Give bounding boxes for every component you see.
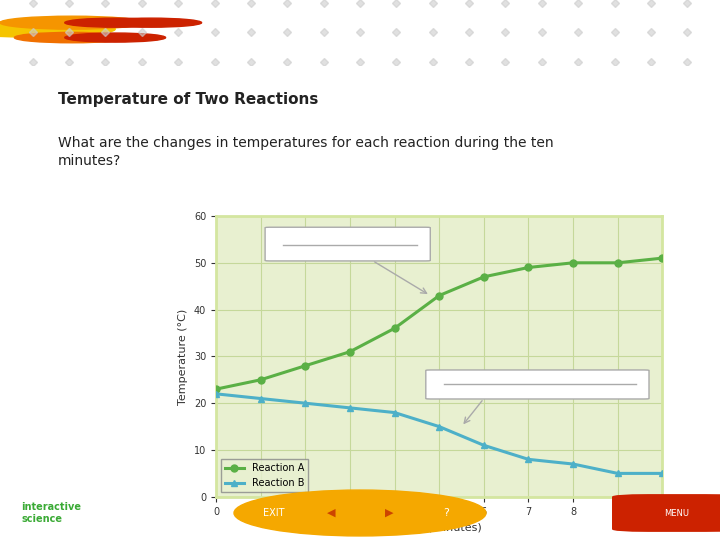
- Text: ?: ?: [444, 508, 449, 518]
- Reaction A: [569, 260, 577, 266]
- Reaction B: [524, 456, 533, 463]
- Circle shape: [65, 18, 166, 27]
- Reaction A: [212, 386, 220, 393]
- Reaction B: [256, 395, 265, 402]
- Reaction A: [346, 348, 354, 355]
- Text: ◀: ◀: [327, 508, 336, 518]
- Text: interactive
science: interactive science: [22, 502, 81, 524]
- Reaction A: [301, 362, 310, 369]
- Reaction B: [212, 390, 220, 397]
- Reaction B: [613, 470, 622, 477]
- Reaction A: [256, 376, 265, 383]
- Circle shape: [14, 32, 130, 43]
- FancyBboxPatch shape: [612, 494, 720, 532]
- Line: Reaction B: Reaction B: [212, 390, 666, 477]
- Circle shape: [65, 33, 166, 42]
- Circle shape: [101, 18, 202, 27]
- Circle shape: [0, 16, 144, 29]
- FancyBboxPatch shape: [265, 227, 431, 261]
- Reaction B: [390, 409, 399, 416]
- X-axis label: Time (minutes): Time (minutes): [397, 522, 482, 532]
- Reaction B: [480, 442, 488, 449]
- Reaction A: [390, 325, 399, 332]
- Reaction A: [613, 260, 622, 266]
- Reaction B: [435, 423, 444, 430]
- Reaction A: [480, 274, 488, 280]
- Legend: Reaction A, Reaction B: Reaction A, Reaction B: [221, 460, 308, 492]
- FancyBboxPatch shape: [426, 370, 649, 399]
- Ellipse shape: [234, 490, 486, 536]
- Reaction A: [435, 292, 444, 299]
- Y-axis label: Temperature (°C): Temperature (°C): [179, 308, 189, 404]
- Text: What are the changes in temperatures for each reaction during the ten
minutes?: What are the changes in temperatures for…: [58, 136, 553, 168]
- Text: ▶: ▶: [384, 508, 393, 518]
- Text: MENU: MENU: [665, 509, 689, 517]
- Text: Temperature of Two Reactions: Temperature of Two Reactions: [333, 194, 546, 208]
- Reaction B: [658, 470, 667, 477]
- Circle shape: [0, 22, 115, 37]
- Reaction B: [346, 404, 354, 411]
- Text: Temperature of Two Reactions: Temperature of Two Reactions: [58, 92, 318, 107]
- Reaction A: [658, 255, 667, 261]
- Reaction B: [301, 400, 310, 407]
- Text: EXIT: EXIT: [263, 508, 284, 518]
- Reaction A: [524, 264, 533, 271]
- Line: Reaction A: Reaction A: [212, 255, 666, 393]
- Reaction B: [569, 461, 577, 467]
